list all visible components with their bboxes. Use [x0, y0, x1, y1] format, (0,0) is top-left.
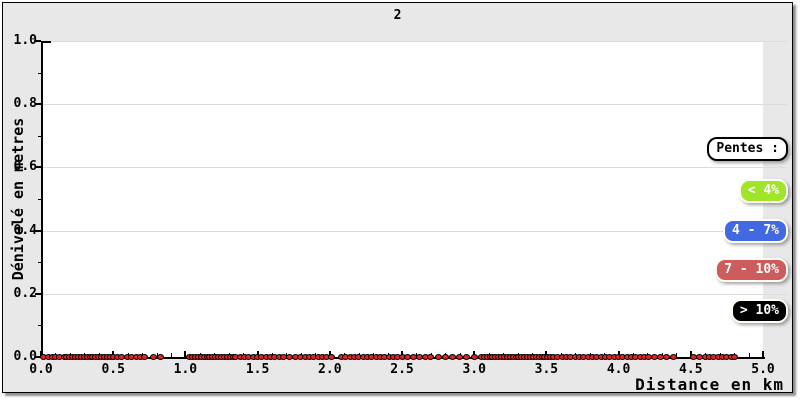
gridline [41, 230, 787, 232]
y-tick-label: 0.8 [13, 96, 37, 112]
x-tick-label: 2.5 [390, 362, 414, 377]
data-point [449, 354, 457, 360]
chart-panel: 2 0.0 0.2 0.4 0.6 0.8 1.0 0.0 0.5 1.0 1.5 2.0 2.5 3.… [2, 2, 793, 394]
y-tick-label: 1.0 [13, 33, 37, 48]
y-minor-tick [38, 135, 41, 137]
y-major-tick [35, 292, 41, 295]
y-axis-title: Dénivelé en metres [9, 117, 27, 281]
plot-area [41, 41, 763, 357]
y-tick-label: 0.2 [13, 285, 37, 301]
gridline [41, 167, 787, 169]
legend-badge-4-7pct[interactable]: 4 - 7% [723, 219, 788, 243]
data-point [427, 354, 435, 360]
legend-badge-gt-10pct[interactable]: > 10% [730, 299, 788, 323]
data-point [669, 354, 677, 360]
y-major-tick [35, 40, 41, 42]
x-tick-label: 4.5 [679, 362, 703, 377]
data-point [434, 354, 442, 360]
y-axis-cap [43, 41, 51, 43]
data-point [141, 354, 149, 360]
y-major-tick [35, 103, 41, 106]
x-axis-title: Distance en km [635, 375, 784, 394]
gridline [41, 41, 787, 42]
x-tick-label: 1.0 [173, 362, 198, 377]
data-point [157, 354, 165, 360]
y-minor-tick [38, 262, 41, 264]
y-major-tick [35, 166, 41, 169]
chart-title: 2 [393, 8, 402, 23]
gridline [41, 293, 787, 295]
data-point [441, 354, 449, 360]
x-tick-label: 2.0 [318, 362, 342, 377]
x-tick-label: 1.5 [245, 362, 270, 377]
y-tick-label: 0.6 [13, 159, 37, 175]
x-tick-label: 4.0 [606, 362, 631, 377]
x-tick-label: 3.0 [462, 362, 486, 377]
data-point [662, 354, 670, 360]
data-point [470, 354, 478, 360]
x-minor-tick [156, 353, 158, 357]
x-minor-tick [170, 353, 172, 357]
y-tick-label: 0.4 [13, 222, 37, 238]
legend-header-pentes: Pentes : [707, 137, 788, 161]
data-point [730, 354, 738, 360]
x-tick-label: 3.5 [534, 362, 559, 377]
x-minor-tick [185, 353, 187, 357]
legend-badge-7-10pct[interactable]: 7 - 10% [715, 258, 788, 282]
y-tick-label: 0.0 [13, 349, 37, 364]
data-point [150, 354, 158, 360]
y-minor-tick [38, 199, 41, 200]
data-point [463, 354, 471, 360]
y-major-tick [35, 356, 41, 358]
data-point [456, 354, 464, 360]
data-point [327, 354, 335, 360]
y-minor-tick [38, 325, 41, 327]
gridline [41, 104, 787, 106]
x-tick-label: 0.0 [29, 362, 53, 377]
y-minor-tick [38, 72, 41, 74]
y-major-tick [35, 229, 41, 232]
y-axis-line [41, 41, 43, 359]
x-minor-tick [748, 353, 750, 357]
x-minor-tick [763, 353, 764, 357]
legend-badge-lt-4pct[interactable]: < 4% [738, 179, 788, 203]
x-tick-label: 0.5 [101, 362, 125, 377]
x-tick-label: 5.0 [751, 362, 775, 377]
x-minor-tick [676, 353, 678, 357]
